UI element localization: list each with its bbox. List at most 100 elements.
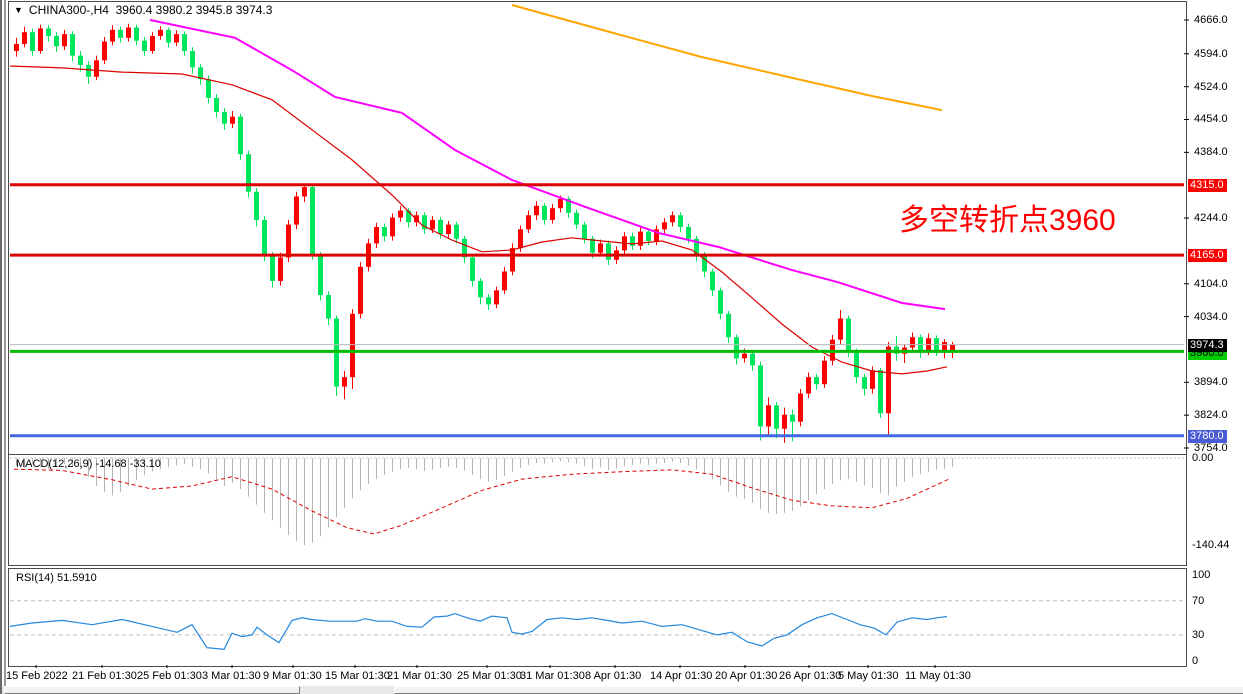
candle-body — [166, 29, 171, 43]
price-badge: 4165.0 — [1188, 249, 1227, 262]
candle-body — [574, 212, 579, 225]
macd-panel[interactable] — [8, 454, 1187, 566]
candle-body — [838, 318, 843, 340]
candle-body — [494, 290, 499, 305]
candle-body — [94, 60, 99, 77]
price-tick-label: 3894.0 — [1194, 376, 1228, 388]
date-tick-label: 20 Apr 01:30 — [715, 670, 778, 682]
price-tick-label: 4384.0 — [1194, 146, 1228, 158]
candle-body — [54, 35, 59, 47]
price-tick-label: 4454.0 — [1194, 113, 1228, 125]
candle-body — [286, 224, 291, 258]
candle-body — [398, 210, 403, 218]
candle-body — [134, 27, 139, 41]
candle-body — [806, 377, 811, 394]
candle-body — [62, 34, 67, 47]
candle-body — [318, 255, 323, 296]
chart-title[interactable]: ▼ CHINA300-,H4 3960.4 3980.2 3945.8 3974.… — [14, 3, 272, 17]
candle-body — [726, 313, 731, 338]
candle-body — [518, 229, 523, 249]
scrollbar-segment-right[interactable] — [394, 686, 1243, 694]
macd-signal-line — [13, 468, 951, 535]
date-tick-label: 25 Feb 01:30 — [137, 670, 202, 682]
candle-body — [358, 266, 363, 314]
date-tick-label: 26 Apr 01:30 — [779, 670, 842, 682]
candle-body — [478, 280, 483, 298]
candle-body — [606, 243, 611, 260]
candle-body — [214, 97, 219, 112]
date-tick-label: 14 Apr 01:30 — [650, 670, 713, 682]
price-tick-label: 4104.0 — [1194, 278, 1228, 290]
candle-body — [326, 295, 331, 319]
candle-body — [174, 34, 179, 43]
price-tick-label: 3824.0 — [1194, 409, 1228, 421]
candle-body — [182, 34, 187, 51]
date-tick-label: 3 Mar 01:30 — [202, 670, 261, 682]
price-tick-label: 4034.0 — [1194, 311, 1228, 323]
chart-annotation: 多空转折点3960 — [899, 204, 1116, 237]
candle-body — [150, 35, 155, 51]
macd-axis-label: 0.00 — [1192, 452, 1214, 464]
candle-body — [630, 236, 635, 246]
candle-body — [246, 154, 251, 192]
candle-body — [270, 255, 275, 281]
candle-body — [718, 290, 723, 314]
candle-body — [926, 338, 931, 353]
ma-fast-line — [9, 65, 948, 375]
candle-body — [486, 297, 491, 305]
candle-body — [678, 215, 683, 227]
macd-axis-label: -140.44 — [1192, 539, 1230, 551]
scrollbar-segment-left[interactable] — [4, 686, 300, 694]
candle-body — [302, 187, 307, 197]
candle-body — [454, 224, 459, 239]
rsi-axis-label: 30 — [1192, 629, 1205, 641]
ma-long-line — [511, 4, 943, 112]
candle-body — [190, 50, 195, 68]
candle-body — [102, 41, 107, 61]
candle-body — [462, 238, 467, 258]
collapse-triangle-icon[interactable]: ▼ — [14, 5, 23, 15]
candle-body — [70, 34, 75, 56]
candle-body — [78, 55, 83, 66]
candle-body — [262, 219, 267, 256]
date-tick-label: 31 Mar 01:30 — [520, 670, 585, 682]
candle-body — [670, 215, 675, 223]
date-tick-label: 21 Mar 01:30 — [387, 670, 452, 682]
candle-body — [510, 248, 515, 272]
candle-body — [750, 353, 755, 366]
candle-body — [566, 198, 571, 213]
candle-body — [310, 187, 315, 256]
candle-body — [118, 29, 123, 38]
date-tick-label: 15 Mar 01:30 — [325, 670, 390, 682]
rsi-label: RSI(14) 51.5910 — [16, 572, 97, 584]
candle-body — [30, 32, 35, 51]
candle-body — [694, 238, 699, 256]
chart-title-ohlc: 3960.4 3980.2 3945.8 3974.3 — [115, 3, 273, 17]
candle-body — [254, 191, 259, 220]
candle-body — [686, 226, 691, 239]
candle-body — [374, 226, 379, 244]
candle-body — [942, 341, 947, 351]
horizontal-scrollbar[interactable] — [2, 686, 1243, 694]
rsi-axis-label: 70 — [1192, 595, 1205, 607]
candle-body — [38, 28, 43, 51]
ma-slow-line — [149, 19, 946, 311]
candle-body — [742, 353, 747, 359]
candle-body — [550, 208, 555, 220]
price-tick-label: 3754.0 — [1194, 442, 1228, 454]
candle-body — [766, 405, 771, 427]
candle-body — [822, 360, 827, 385]
candle-body — [798, 393, 803, 422]
candle-body — [534, 205, 539, 216]
candle-body — [790, 414, 795, 422]
candle-body — [878, 370, 883, 414]
rsi-panel[interactable] — [8, 568, 1187, 667]
candle-body — [470, 257, 475, 281]
candle-body — [598, 243, 603, 253]
candle-body — [86, 65, 91, 77]
candle-body — [758, 365, 763, 427]
macd-label: MACD(12,26,9) -14.68 -33.10 — [16, 458, 161, 470]
candle-body — [950, 344, 955, 352]
candle-body — [382, 226, 387, 237]
